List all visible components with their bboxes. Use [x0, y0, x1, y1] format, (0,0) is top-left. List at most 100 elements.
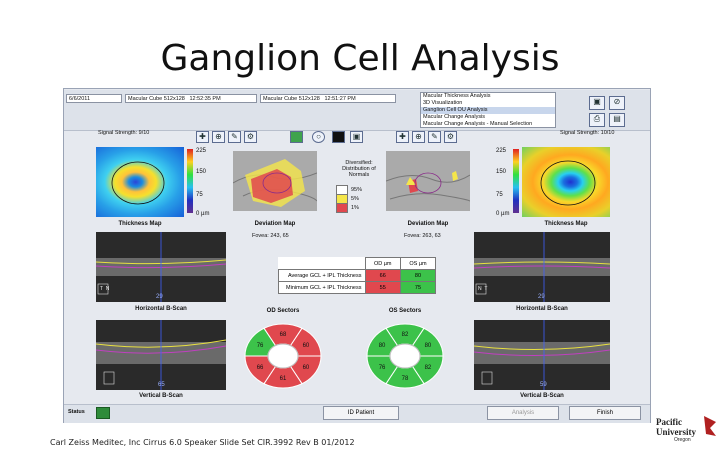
circle-icon[interactable]: ○ — [312, 131, 325, 143]
od-sector-diagram: 68 60 60 61 66 76 — [244, 323, 322, 389]
university-logo: Pacific University Oregon — [654, 414, 718, 443]
slide-footer: Carl Zeiss Meditec, Inc Cirrus 6.0 Speak… — [50, 438, 355, 447]
stop-icon[interactable]: ⊘ — [609, 96, 625, 110]
layers-icon[interactable] — [290, 131, 303, 143]
od-value: 55 — [364, 281, 401, 294]
row-label: Minimum GCL + IPL Thickness — [278, 281, 366, 294]
analysis-list[interactable]: Macular Thickness Analysis 3D Visualizati… — [420, 92, 556, 128]
sector-center — [267, 343, 299, 369]
scan-right-time: 12:51:27 PM — [324, 96, 356, 102]
sector-value: 76 — [257, 343, 264, 349]
legend-label: 5% — [351, 195, 359, 202]
legend-swatch-1 — [336, 202, 348, 213]
sector-value: 76 — [379, 365, 386, 371]
analysis-option[interactable]: 3D Visualization — [423, 100, 463, 106]
sector-value: 82 — [402, 332, 409, 338]
svg-text:Oregon: Oregon — [674, 437, 691, 442]
legend-label: 95% — [351, 186, 363, 193]
analysis-option[interactable]: Ganglion Cell OU Analysis — [421, 107, 555, 114]
deviation-map-od-label: Deviation Map — [254, 221, 296, 227]
table-header-os: OS µm — [399, 257, 437, 270]
horizontal-bscan-od-label: Horizontal B-Scan — [135, 306, 187, 312]
deviation-map-os-label: Deviation Map — [407, 221, 449, 227]
id-patient-button[interactable]: ID Patient — [323, 406, 399, 420]
sector-value: 80 — [379, 343, 386, 349]
table-row: Average GCL + IPL Thickness 66 80 — [278, 269, 437, 282]
os-value: 75 — [399, 281, 437, 294]
magnify-icon[interactable]: ⊕ — [412, 131, 425, 143]
horizontal-bscan-os: N T 29 — [474, 232, 610, 302]
thickness-map-os-label: Thickness Map — [544, 221, 588, 227]
od-value: 66 — [364, 269, 401, 282]
thickness-map-os — [522, 147, 610, 217]
sector-value: 68 — [280, 332, 287, 338]
vertical-bscan-od: 65 — [96, 320, 226, 390]
sector-value: 60 — [303, 365, 310, 371]
svg-text:University: University — [656, 427, 696, 437]
print-icon[interactable]: ▣ — [589, 96, 605, 110]
magnify-icon[interactable]: ⊕ — [212, 131, 225, 143]
save-icon[interactable]: ▣ — [350, 131, 363, 143]
thickness-scale-od — [187, 149, 193, 213]
black-square-icon[interactable] — [332, 131, 345, 143]
bscan-orientation: T N — [100, 286, 110, 292]
scan-left-time: 12:52:35 PM — [189, 96, 221, 102]
bscan-orientation: N T — [478, 286, 488, 292]
legend-label: 1% — [351, 204, 359, 211]
pen-icon[interactable]: ✎ — [228, 131, 241, 143]
os-sectors-title: OS Sectors — [388, 308, 422, 314]
horizontal-bscan-od: T N 29 — [96, 232, 226, 302]
finish-button[interactable]: Finish — [569, 406, 641, 420]
fovea-od: Fovea: 243, 65 — [252, 233, 289, 239]
scale-tick: 225 — [496, 148, 507, 154]
scan-left-type: Macular Cube 512x128 — [128, 96, 185, 102]
sector-value: 61 — [280, 376, 287, 382]
scale-tick: 75 — [196, 192, 203, 198]
printer-icon[interactable]: ⎙ — [589, 113, 605, 127]
scan-right-type: Macular Cube 512x128 — [263, 96, 320, 102]
trash-icon[interactable]: ▤ — [609, 113, 625, 127]
analysis-button[interactable]: Analysis — [487, 406, 559, 420]
sector-value: 82 — [425, 365, 432, 371]
gcl-thickness-table: OD µm OS µm Average GCL + IPL Thickness … — [278, 257, 437, 294]
table-header-od: OD µm — [364, 257, 401, 270]
sector-center — [389, 343, 421, 369]
scan-right-field: Macular Cube 512x128 12:51:27 PM — [260, 94, 396, 103]
os-sector-diagram: 82 80 82 78 76 80 — [366, 323, 444, 389]
vertical-bscan-os: 59 — [474, 320, 610, 390]
sector-value: 80 — [425, 343, 432, 349]
scale-tick: 0 µm — [196, 211, 210, 217]
analysis-option[interactable]: Macular Change Analysis - Manual Selecti… — [423, 121, 533, 127]
scale-tick: 0 µm — [496, 211, 510, 217]
h-index-os: 29 — [538, 294, 545, 300]
deviation-map-os — [386, 151, 470, 211]
signal-strength-od: Signal Strength: 9/10 — [98, 130, 150, 136]
vertical-bscan-os-label: Vertical B-Scan — [520, 393, 564, 399]
scale-tick: 150 — [496, 169, 507, 175]
settings-icon[interactable]: ⚙ — [444, 131, 457, 143]
pen-icon[interactable]: ✎ — [428, 131, 441, 143]
status-indicator — [96, 407, 110, 419]
scale-tick: 225 — [196, 148, 207, 154]
thickness-scale-os — [513, 149, 519, 213]
v-index-os: 59 — [540, 382, 547, 388]
scan-left-field: Macular Cube 512x128 12:52:35 PM — [125, 94, 257, 103]
thickness-map-od-label: Thickness Map — [118, 221, 162, 227]
legend: 95% 5% 1% — [336, 184, 363, 213]
status-label: Status — [68, 409, 85, 415]
scale-tick: 150 — [196, 169, 207, 175]
vertical-bscan-od-label: Vertical B-Scan — [139, 393, 183, 399]
sector-value: 60 — [303, 343, 310, 349]
analysis-option[interactable]: Macular Thickness Analysis — [423, 93, 491, 99]
deviation-map-od — [233, 151, 317, 211]
signal-strength-os: Signal Strength: 10/10 — [560, 130, 615, 136]
settings-icon[interactable]: ⚙ — [244, 131, 257, 143]
crosshair-icon[interactable]: ✚ — [396, 131, 409, 143]
sector-value: 78 — [402, 376, 409, 382]
analysis-option[interactable]: Macular Change Analysis — [423, 114, 486, 120]
legend-title: Diversified: Distribution of Normals — [342, 160, 376, 178]
fovea-os: Fovea: 263, 63 — [404, 233, 441, 239]
table-row: Minimum GCL + IPL Thickness 55 75 — [278, 281, 437, 294]
od-sectors-title: OD Sectors — [266, 308, 300, 314]
crosshair-icon[interactable]: ✚ — [196, 131, 209, 143]
